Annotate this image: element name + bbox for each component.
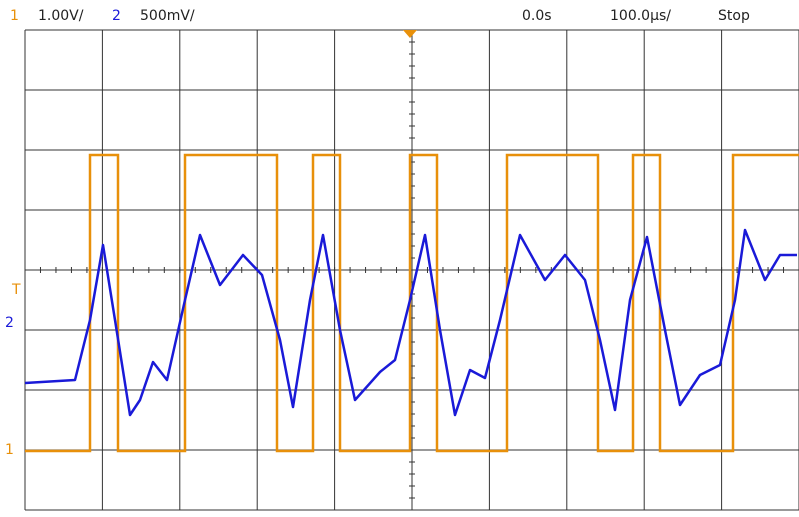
ch2-waveform (24, 228, 797, 417)
ch2-ground-marker: 2 (5, 315, 14, 331)
time-offset: 0.0s (522, 8, 552, 24)
ch1-label: 1 (10, 8, 19, 24)
ch2-scale: 500mV/ (140, 8, 195, 24)
trigger-level-marker: T (11, 282, 21, 298)
trigger-position-marker (403, 30, 417, 38)
ch1-scale: 1.00V/ (38, 8, 84, 24)
ch1-ground-marker: 1 (5, 442, 14, 458)
time-scale: 100.0µs/ (610, 8, 671, 24)
header: 1 1.00V/ 2 500mV/ 0.0s 100.0µs/ Stop (10, 8, 750, 24)
run-status: Stop (718, 8, 750, 24)
ch2-label: 2 (112, 8, 121, 24)
